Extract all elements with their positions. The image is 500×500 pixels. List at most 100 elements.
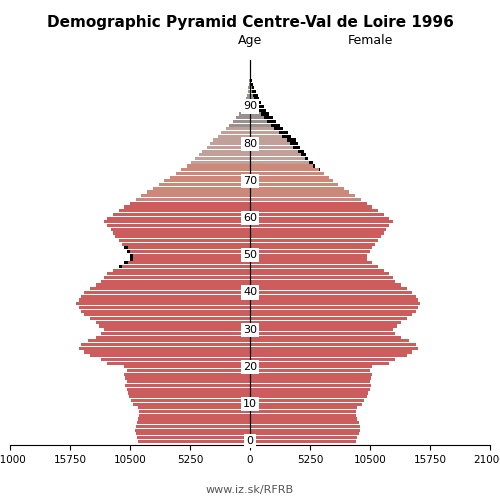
Bar xyxy=(250,320,401,324)
Bar xyxy=(261,112,270,116)
Bar xyxy=(250,298,418,302)
Bar xyxy=(250,366,372,368)
Bar xyxy=(250,213,384,216)
Bar xyxy=(250,120,276,123)
Bar xyxy=(250,410,356,413)
Bar xyxy=(78,346,250,350)
Bar xyxy=(250,418,358,420)
Bar xyxy=(286,138,296,141)
Bar xyxy=(124,206,250,208)
Bar xyxy=(250,216,390,220)
Bar xyxy=(170,176,250,179)
Bar xyxy=(126,384,250,387)
Bar xyxy=(250,172,324,175)
Bar xyxy=(250,176,329,179)
Bar xyxy=(250,160,313,164)
Bar xyxy=(250,388,370,391)
Bar xyxy=(134,402,250,406)
Bar xyxy=(139,410,250,413)
Text: 80: 80 xyxy=(243,138,257,148)
Bar xyxy=(126,250,250,253)
Bar xyxy=(250,354,406,358)
Bar xyxy=(206,146,250,149)
Bar xyxy=(137,436,250,439)
Bar xyxy=(126,388,250,391)
Bar xyxy=(214,138,250,141)
Bar xyxy=(250,436,358,439)
Bar xyxy=(126,380,250,384)
Bar xyxy=(102,358,250,361)
Bar xyxy=(236,116,250,119)
Bar xyxy=(250,82,253,86)
Bar xyxy=(131,399,250,402)
Bar xyxy=(128,392,250,394)
Text: 70: 70 xyxy=(243,176,257,186)
Bar xyxy=(242,108,250,112)
Bar xyxy=(96,336,250,338)
Bar xyxy=(118,265,250,268)
Bar xyxy=(250,406,358,409)
Text: Demographic Pyramid Centre-Val de Loire 1996: Demographic Pyramid Centre-Val de Loire … xyxy=(46,15,454,30)
Bar xyxy=(122,242,250,246)
Bar xyxy=(130,254,134,257)
Bar xyxy=(190,160,250,164)
Bar xyxy=(124,246,128,250)
Bar xyxy=(81,310,250,312)
Bar xyxy=(250,362,390,364)
Bar xyxy=(250,284,401,286)
Bar xyxy=(118,265,122,268)
Bar xyxy=(250,127,283,130)
Bar xyxy=(81,343,250,346)
Bar xyxy=(258,108,266,112)
Bar xyxy=(250,258,366,260)
Bar xyxy=(251,82,253,86)
Bar xyxy=(124,261,128,264)
Bar xyxy=(90,354,250,358)
Bar xyxy=(138,418,250,420)
Bar xyxy=(250,101,262,104)
Bar xyxy=(250,224,390,227)
Bar xyxy=(136,432,250,436)
Bar xyxy=(107,272,250,276)
Bar xyxy=(250,280,395,283)
Bar xyxy=(250,206,372,208)
Bar xyxy=(250,190,350,194)
Bar xyxy=(250,317,406,320)
Bar xyxy=(250,369,370,372)
Bar xyxy=(250,402,362,406)
Bar xyxy=(250,265,378,268)
Text: 20: 20 xyxy=(243,362,257,372)
Bar xyxy=(250,239,378,242)
Bar xyxy=(250,108,266,112)
Text: Female: Female xyxy=(348,34,393,46)
Bar xyxy=(110,228,250,231)
Text: Age: Age xyxy=(238,34,262,46)
Bar xyxy=(250,157,308,160)
Bar xyxy=(96,284,250,286)
Bar xyxy=(250,343,416,346)
Bar xyxy=(250,250,370,253)
Bar xyxy=(250,228,386,231)
Bar xyxy=(124,366,250,368)
Bar xyxy=(250,168,320,172)
Bar xyxy=(147,190,250,194)
Bar xyxy=(222,131,250,134)
Bar xyxy=(250,261,372,264)
Bar xyxy=(164,180,250,182)
Bar xyxy=(76,302,250,305)
Bar xyxy=(250,150,304,152)
Bar xyxy=(198,154,250,156)
Bar xyxy=(250,287,406,290)
Text: www.iz.sk/RFRB: www.iz.sk/RFRB xyxy=(206,485,294,495)
Text: 10: 10 xyxy=(243,399,257,409)
Bar xyxy=(124,261,250,264)
Bar xyxy=(130,258,134,260)
Bar xyxy=(134,428,250,432)
Bar xyxy=(248,90,250,93)
Bar xyxy=(250,302,420,305)
Bar xyxy=(96,320,250,324)
Bar xyxy=(250,235,382,238)
Bar xyxy=(153,187,250,190)
Bar xyxy=(250,164,315,168)
Bar xyxy=(239,112,250,116)
